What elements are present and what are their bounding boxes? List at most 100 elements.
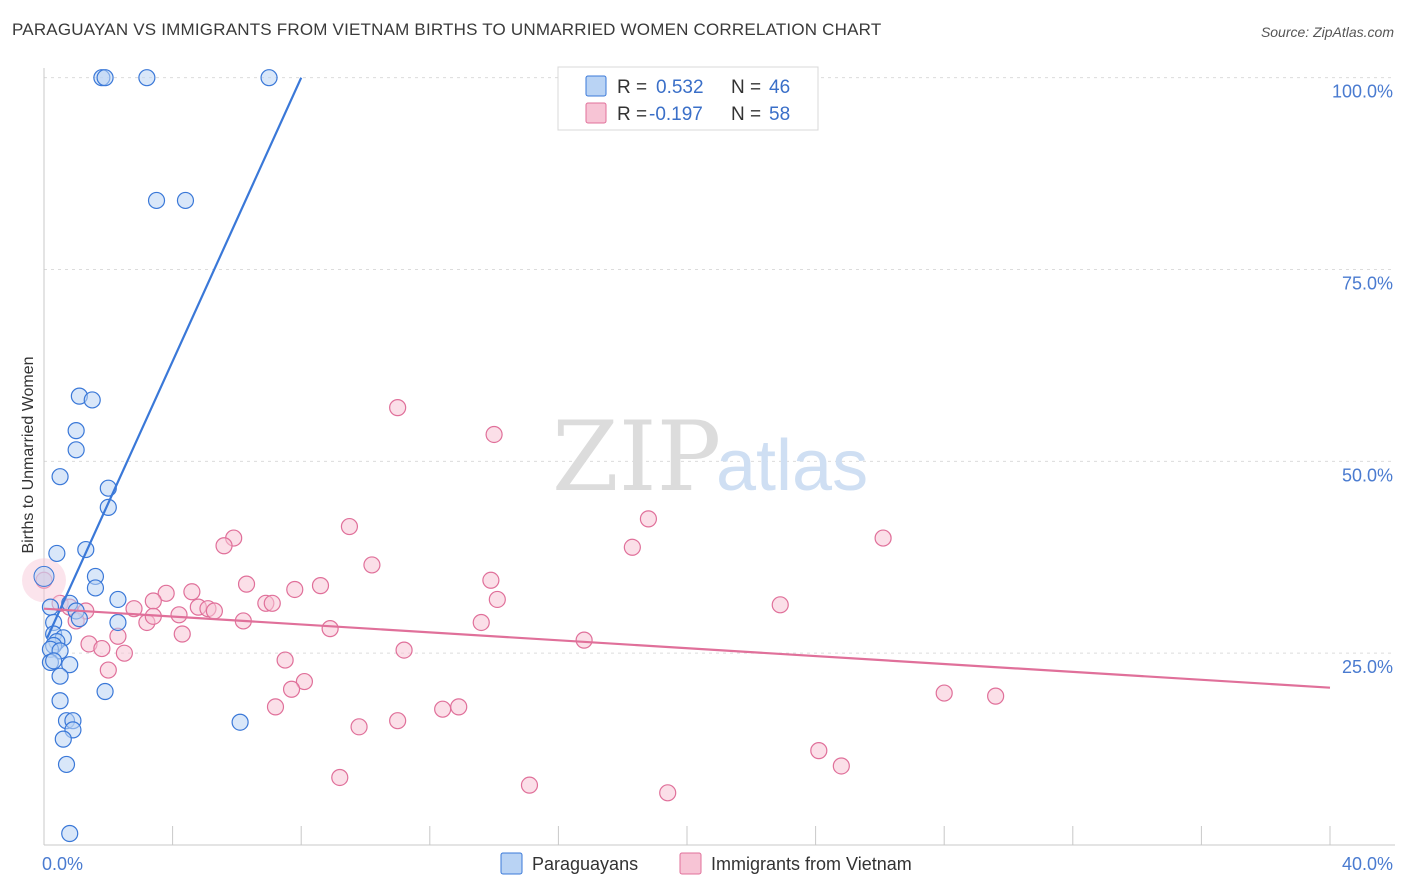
paraguayan-point: [61, 656, 79, 674]
series-paraguayans-points: [33, 69, 278, 843]
paraguayan-point: [96, 682, 114, 701]
legend-r-label: R =: [617, 77, 647, 98]
vietnam-point: [263, 594, 281, 612]
watermark-atlas: atlas: [716, 426, 868, 506]
vietnam-point: [810, 742, 828, 760]
paraguayan-point: [96, 69, 114, 87]
vietnam-point: [639, 510, 658, 528]
paraguayan-point: [67, 422, 85, 440]
paraguayan-point: [83, 391, 101, 409]
y-tick-labels: 25.0% 50.0% 75.0% 100.0%: [1332, 82, 1393, 677]
vietnam-point: [482, 571, 500, 589]
vietnam-point: [434, 700, 452, 718]
bottom-legend-label-vietnam: Immigrants from Vietnam: [711, 854, 912, 874]
vietnam-point: [575, 631, 593, 649]
legend-swatch-blue: [585, 75, 607, 97]
vietnam-point: [115, 644, 133, 662]
vietnam-point: [321, 620, 339, 638]
grid-lines: [44, 77, 1395, 654]
bottom-legend-swatch-vietnam: [679, 852, 702, 875]
vietnam-point: [771, 596, 789, 614]
vietnam-point: [395, 641, 413, 659]
paraguayan-point: [61, 824, 79, 843]
paraguayan-point: [33, 565, 55, 587]
paraguayan-point: [138, 69, 156, 87]
vietnam-point: [125, 600, 143, 618]
vietnam-point: [389, 712, 407, 730]
x-tick-label: 0.0%: [42, 854, 83, 874]
vietnam-point: [363, 556, 381, 574]
legend-n-label: N =: [731, 77, 761, 98]
vietnam-point: [237, 575, 256, 593]
legend-swatch-pink: [585, 102, 607, 124]
paraguayan-point: [57, 755, 76, 774]
vietnam-point: [144, 592, 162, 610]
trend-line-vietnam: [43, 607, 1331, 689]
paraguayan-point: [67, 441, 85, 459]
vietnam-point: [935, 684, 953, 702]
watermark-zip: ZIP: [552, 401, 721, 513]
paraguayan-point: [51, 692, 69, 710]
vietnam-point: [276, 651, 294, 669]
bottom-legend-label-paraguayans: Paraguayans: [532, 854, 638, 874]
vietnam-point: [488, 590, 506, 609]
vietnam-point: [170, 606, 188, 624]
paraguayan-point: [109, 613, 127, 632]
bottom-legend-swatch-paraguayans: [500, 852, 523, 875]
vietnam-point: [311, 577, 330, 595]
vietnam-point: [295, 672, 314, 691]
y-axis-label: Births to Unmarried Women: [20, 356, 37, 553]
vietnam-point: [987, 687, 1005, 705]
paraguayan-point: [51, 667, 69, 685]
y-tick-label: 50.0%: [1342, 465, 1393, 485]
legend: R = 0.532 N = 46 R = -0.197 N = 58: [557, 66, 819, 131]
paraguayan-point: [86, 579, 105, 597]
source-credit: Source: ZipAtlas.com: [1260, 24, 1394, 40]
paraguayan-point: [109, 590, 127, 609]
vietnam-point: [173, 625, 191, 643]
vietnam-point: [183, 583, 201, 601]
vietnam-point: [93, 639, 111, 658]
trend-line-paraguayans: [46, 77, 303, 639]
vietnam-point: [472, 613, 490, 632]
vietnam-point: [157, 584, 175, 602]
vietnam-point: [389, 399, 407, 417]
paraguayan-point: [48, 544, 66, 563]
vietnam-point: [659, 784, 677, 802]
x-tick-label: 40.0%: [1342, 854, 1393, 874]
paraguayan-point: [54, 730, 72, 748]
vietnam-point: [266, 698, 285, 716]
vietnam-point: [282, 680, 301, 698]
vietnam-point: [99, 661, 117, 679]
vietnam-point: [520, 776, 539, 794]
legend-r-label: R =: [617, 104, 647, 125]
bottom-legend: Paraguayans Immigrants from Vietnam: [500, 852, 912, 875]
legend-r-value-pink: -0.197: [649, 104, 703, 125]
vietnam-point: [215, 537, 233, 555]
paraguayan-point: [41, 598, 60, 616]
vietnam-point: [874, 529, 892, 547]
trend-lines: [43, 77, 1331, 689]
paraguayan-point: [51, 468, 69, 486]
y-tick-label: 25.0%: [1342, 657, 1393, 677]
legend-n-value-pink: 58: [769, 104, 790, 125]
y-tick-label: 100.0%: [1332, 82, 1393, 102]
y-tick-label: 75.0%: [1342, 274, 1393, 294]
legend-n-value-blue: 46: [769, 77, 790, 98]
vietnam-point: [340, 517, 359, 536]
vietnam-point: [286, 580, 304, 599]
paraguayan-point: [45, 652, 63, 670]
paraguayan-point: [260, 69, 278, 87]
vietnam-point: [350, 718, 368, 736]
vietnam-point: [205, 602, 223, 620]
legend-r-value-blue: 0.532: [656, 77, 704, 98]
vietnam-point: [623, 538, 641, 556]
paraguayan-point: [147, 191, 166, 210]
vietnam-point: [331, 768, 349, 787]
chart-title: PARAGUAYAN VS IMMIGRANTS FROM VIETNAM BI…: [12, 20, 882, 39]
vietnam-point: [485, 425, 503, 444]
axes: [43, 68, 1395, 846]
paraguayan-point: [176, 191, 195, 210]
vietnam-point: [450, 698, 468, 716]
